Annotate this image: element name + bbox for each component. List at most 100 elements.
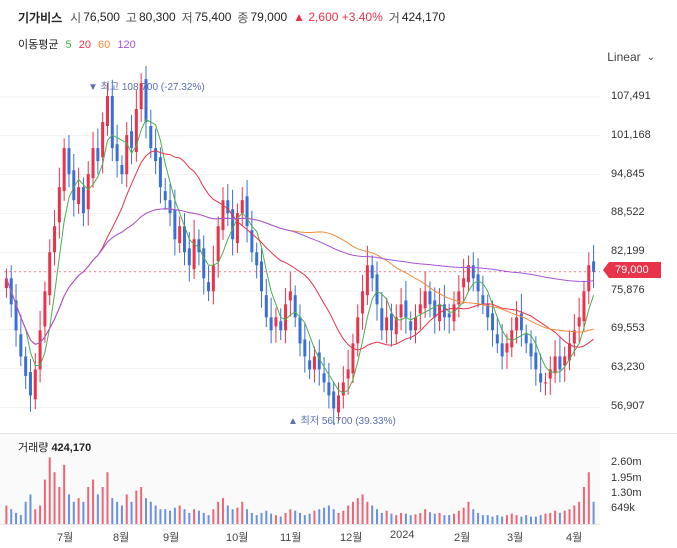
candle-body — [356, 317, 360, 344]
volume-bar — [48, 457, 51, 524]
candle-body — [144, 79, 148, 123]
volume-bar — [327, 505, 330, 524]
candle-body — [57, 187, 61, 223]
panel-divider — [0, 433, 677, 434]
candle-body — [346, 369, 350, 379]
y-tick-1: 101,168 — [611, 129, 651, 141]
moving-average-legend[interactable]: 이동평균 5 20 60 120 — [18, 36, 140, 52]
candle-body — [182, 226, 186, 253]
candle-body — [548, 369, 552, 379]
close-label: 종 — [237, 10, 249, 25]
volume-bar — [376, 509, 379, 524]
candle-body — [231, 209, 235, 240]
candle-body — [288, 291, 292, 301]
volume-bar — [467, 501, 470, 524]
volume-bar — [472, 509, 475, 524]
volume-bar — [29, 494, 32, 524]
volume-bar — [419, 512, 422, 524]
volume-bar — [404, 513, 407, 524]
candle-body — [452, 304, 456, 322]
candle-body — [558, 356, 562, 370]
volume-bar — [448, 515, 451, 524]
candle-body — [216, 226, 220, 262]
candle-body — [105, 96, 109, 126]
volume-bar — [183, 509, 186, 524]
volume-bar — [380, 512, 383, 524]
volume-bar — [496, 515, 499, 524]
candle-body — [375, 274, 379, 305]
volume-bar — [525, 515, 528, 524]
vol-tick-1: 1.95m — [611, 472, 642, 484]
volume-bar — [149, 501, 152, 524]
volume-bar — [578, 501, 581, 524]
candle-body — [298, 317, 302, 344]
candle-body — [351, 343, 355, 374]
ma120-line — [5, 208, 594, 345]
ma5-line — [5, 118, 595, 394]
volume-bar — [270, 513, 273, 524]
candle-body — [587, 265, 591, 292]
candle-body — [293, 295, 297, 318]
volume-bar — [462, 507, 465, 524]
volume-bar — [515, 515, 518, 524]
candle-body — [515, 317, 519, 331]
volume-bar — [58, 487, 61, 524]
candle-body — [582, 291, 586, 322]
candle-body — [125, 135, 129, 175]
candle-body — [81, 187, 85, 214]
candle-body — [279, 321, 283, 331]
candle-body — [341, 382, 345, 396]
x-tick-5: 12월 — [340, 532, 363, 544]
candle-body — [394, 317, 398, 335]
low-value: 75,400 — [194, 10, 232, 24]
candle-body — [539, 373, 543, 383]
volume-bar — [303, 515, 306, 524]
candle-body — [168, 200, 172, 214]
volume-bar — [178, 505, 181, 524]
candle-body — [173, 209, 177, 240]
candle-body — [327, 382, 331, 396]
volume-bar — [197, 510, 200, 524]
volume-bar — [274, 515, 277, 524]
candle-body — [495, 334, 499, 344]
volume-bar — [226, 505, 229, 524]
volume-bar — [125, 494, 128, 524]
candle-body — [67, 148, 71, 175]
volume-bar — [433, 513, 436, 524]
vol-tick-0: 2.60m — [611, 456, 642, 468]
candle-body — [259, 261, 263, 292]
volume-bar — [481, 515, 484, 524]
candle-body — [457, 291, 461, 305]
candle-body — [303, 339, 307, 357]
candle-body — [19, 334, 23, 357]
volume-bar — [63, 464, 66, 524]
candle-body — [264, 295, 268, 318]
volume-bar — [549, 512, 552, 524]
scale-selector[interactable]: Linear ⌄ — [607, 50, 655, 64]
volume-bar — [130, 501, 133, 524]
candle-body — [240, 200, 244, 214]
candle-body — [466, 265, 470, 283]
high-value: 80,300 — [138, 10, 176, 24]
volume-bar — [347, 505, 350, 524]
volume-bar — [505, 515, 508, 524]
volume-bar — [299, 512, 301, 524]
candle-body — [414, 317, 418, 331]
volume-bar — [587, 472, 590, 524]
candle-body — [399, 304, 403, 318]
volume-bar — [544, 513, 547, 524]
volume-bar — [568, 509, 571, 524]
volume-bar — [135, 490, 138, 524]
volume-bar — [443, 515, 446, 524]
volume-bar — [246, 509, 249, 524]
candle-body — [409, 321, 413, 331]
x-tick-7: 2월 — [454, 532, 471, 544]
candle-body — [91, 148, 95, 179]
candle-body — [284, 304, 288, 331]
high-annotation: ▼ 최고 108,700 (-27.32%) — [88, 82, 205, 93]
candle-body — [481, 295, 485, 305]
volume-bar — [173, 507, 176, 524]
candle-body — [38, 330, 42, 370]
candle-body — [592, 261, 596, 272]
